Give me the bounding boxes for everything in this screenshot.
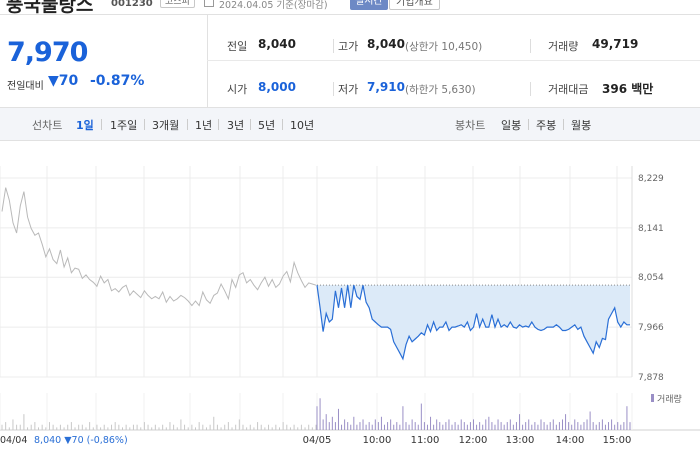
separator [530,82,531,96]
x-tick-label: 04/05 [303,435,332,446]
open-label: 시가 [227,83,248,96]
prev-close-value: 8,040 [258,37,296,51]
x-tick-label: 12:00 [459,435,488,446]
stock-code: 001230 [111,0,153,9]
separator [563,119,564,130]
calendar-icon [204,0,214,7]
reference-date: 2024.04.05 기준(장마감) [219,0,328,11]
price-area-fill [317,285,630,359]
separator [250,119,251,130]
separator [530,39,531,53]
tab-3months[interactable]: 3개월 [152,119,180,132]
x-tick-label: 15:00 [603,435,632,446]
x-tick-label: 11:00 [411,435,440,446]
volume-legend-label: 거래량 [657,393,682,405]
high-label: 고가 [338,40,359,53]
separator [144,119,145,130]
separator [282,119,283,130]
prev-day-info: 8,040 ▼70 (-0,86%) [34,435,128,446]
summary-row-divider [207,60,700,61]
change-label: 전일대비 [7,81,44,92]
tab-1week[interactable]: 1주일 [110,119,138,132]
volume-label: 거래량 [548,40,579,53]
upper-limit: (상한가 10,450) [405,41,483,53]
y-tick-label: 8,141 [638,224,664,234]
tab-1day[interactable]: 1일 [76,119,94,132]
prev-close-label: 전일 [227,40,248,53]
x-tick-label: 14:00 [556,435,585,446]
separator [218,119,219,130]
tab-monthly-candle[interactable]: 월봉 [571,119,592,132]
chart-period-tabs: 선차트 1일 1주일 3개월 1년 3년 5년 10년 봉차트 일봉 주봉 월봉 [0,108,700,141]
y-tick-label: 7,966 [638,323,664,333]
current-price: 7,970 [7,37,88,68]
tab-3years[interactable]: 3년 [227,119,245,132]
prev-day-label: 04/04 [0,435,27,446]
volume-value: 49,719 [592,37,639,51]
x-tick-label: 10:00 [363,435,392,446]
separator [101,119,102,130]
line-chart-label: 선차트 [32,119,63,132]
tab-daily-candle[interactable]: 일봉 [501,119,522,132]
volume-legend-swatch [651,394,654,402]
prev-day-price-line [1,187,317,307]
separator [187,119,188,130]
today-price-line [316,285,630,361]
y-tick-label: 8,229 [638,174,664,184]
change-amount: ▼70 [48,73,79,89]
header-bar: 풍국물랑스 001230 코스피 2024.04.05 기준(장마감) 실시간 … [0,0,700,14]
separator [333,82,334,96]
separator [333,39,334,53]
price-chart-svg: 8,229 8,141 8,054 7,966 7,878 거래량 04/05 10:00 11… [0,166,700,446]
market-badge: 코스피 [160,0,195,8]
summary-divider [207,15,208,107]
lower-limit: (하한가 5,630) [405,84,476,96]
trade-value: 396 백만 [602,82,654,96]
y-tick-label: 8,054 [638,273,664,283]
price-summary: 7,970 전일대비 ▼70 -0.87% 전일 8,040 고가 8,040 … [0,14,700,108]
candle-chart-label: 봉차트 [455,119,486,132]
trade-value-label: 거래대금 [548,83,589,96]
high-value: 8,040 [367,37,405,51]
realtime-button[interactable]: 실시간 [350,0,388,10]
tab-1year[interactable]: 1년 [195,119,213,132]
low-label: 저가 [338,83,359,96]
change-rate: -0.87% [90,73,145,89]
x-tick-label: 13:00 [506,435,535,446]
separator [528,119,529,130]
low-value: 7,910 [367,80,405,94]
y-tick-label: 7,878 [638,373,664,383]
price-chart[interactable]: 8,229 8,141 8,054 7,966 7,878 거래량 04/05 10:00 11… [0,141,700,450]
open-value: 8,000 [258,80,296,94]
tab-5years[interactable]: 5년 [258,119,276,132]
stock-name: 풍국물랑스 [6,0,94,14]
tab-10years[interactable]: 10년 [290,119,315,132]
company-info-button[interactable]: 기업개요 [389,0,440,10]
tab-weekly-candle[interactable]: 주봉 [536,119,557,132]
